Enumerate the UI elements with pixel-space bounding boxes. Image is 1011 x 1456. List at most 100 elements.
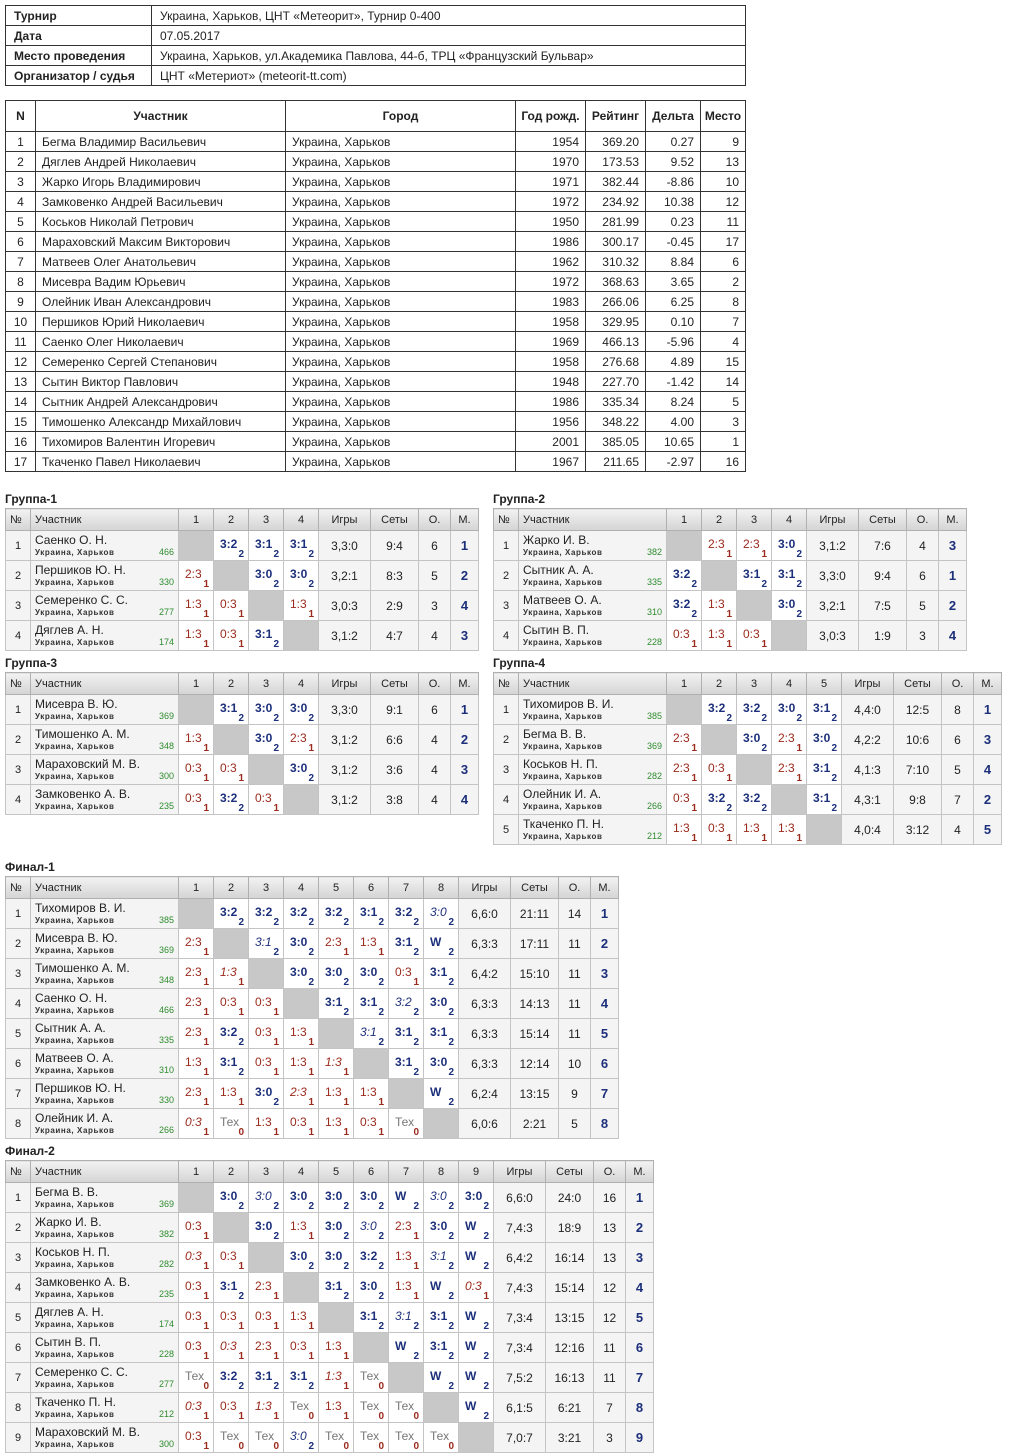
participant-cell: 1954: [515, 131, 586, 152]
match-points: 1: [378, 1127, 384, 1138]
match-points: 1: [726, 833, 732, 844]
match-score: 3:2: [743, 791, 761, 805]
header-opponent: 3: [736, 508, 772, 531]
match-result: 3:2 2: [388, 898, 424, 929]
match-result: 3:0 2: [283, 560, 319, 591]
match-score: 1:3: [325, 1055, 342, 1069]
participant-cell: Украина, Харьков: [285, 331, 516, 352]
match-result: 1:3 1: [701, 590, 737, 621]
match-points: 1: [203, 977, 209, 988]
match-score: 0:3: [673, 627, 690, 641]
match-points: 0: [343, 1441, 349, 1452]
match-result: 2:3 1: [178, 928, 214, 959]
player-row: 1 Бегма В. В. Украина, Харьков 369 3:0 2 3:0 2 3…: [5, 1182, 654, 1213]
match-points: 2: [413, 1321, 419, 1332]
match-score: 1:3: [325, 1115, 342, 1129]
player-games: 3,2:1: [318, 560, 371, 591]
player-row: 3 Коськов Н. П. Украина, Харьков 282 0:3 1 0:3…: [5, 1242, 654, 1273]
player-sets: 10:6: [893, 724, 942, 755]
player-sets: 3:12: [893, 814, 942, 845]
match-points: 0: [378, 1411, 384, 1422]
match-score: 1:3: [360, 1085, 377, 1099]
player-number: 3: [5, 754, 31, 785]
match-result: 3:2 2: [213, 530, 249, 561]
participant-cell: 3: [700, 411, 746, 432]
player-row: 1 Тихомиров В. И. Украина, Харьков 385 3:2 2 3…: [493, 694, 1002, 725]
match-score: 0:3: [185, 1115, 202, 1129]
match-points: 1: [691, 773, 697, 784]
match-score: 0:3: [255, 1025, 272, 1039]
player-number: 4: [493, 620, 519, 651]
match-points: 1: [308, 1351, 314, 1362]
match-result: 3:1 2: [353, 898, 389, 929]
player-points: 3: [593, 1422, 626, 1453]
player-rating: 300: [158, 1439, 174, 1449]
match-score: 3:1: [813, 761, 831, 775]
match-result: 3:2 2: [318, 898, 354, 929]
match-score: 3:1: [255, 1369, 273, 1383]
match-score: 3:1: [220, 1055, 238, 1069]
match-score: 3:2: [220, 1369, 238, 1383]
match-result: 0:3 1: [353, 1108, 389, 1139]
match-result: 0:3 1: [736, 620, 772, 651]
participant-cell: 8.84: [645, 251, 701, 272]
match-result: Тех 0: [213, 1108, 249, 1139]
match-result: 2:3 1: [248, 1272, 284, 1303]
participants-header: Рейтинг: [585, 100, 646, 132]
match-score: 0:3: [708, 821, 725, 835]
player-number: 2: [5, 928, 31, 959]
player-cell: Матвеев О. А. Украина, Харьков 310: [518, 590, 667, 621]
match-result: 3:0 2: [283, 694, 319, 725]
diagonal-cell: [318, 1302, 354, 1333]
participant-cell: 3: [5, 171, 36, 192]
match-points: 2: [343, 1291, 349, 1302]
participant-row: 14 Сытник Андрей Александрович Украина, Ха…: [5, 391, 746, 412]
match-points: 1: [413, 977, 419, 988]
player-place: 1: [590, 898, 619, 929]
player-sets: 9:8: [893, 784, 942, 815]
player-games: 7,3:4: [493, 1332, 546, 1363]
match-result: 3:0 2: [458, 1182, 494, 1213]
match-points: 0: [238, 1127, 244, 1138]
player-place: 1: [450, 530, 479, 561]
participant-row: 9 Олейник Иван Александрович Украина, Харь…: [5, 291, 746, 312]
player-city: Украина, Харьков: [35, 946, 115, 955]
participant-cell: Першиков Юрий Николаевич: [35, 311, 286, 332]
match-result: 0:3 1: [178, 1242, 214, 1273]
header-games: Игры: [806, 508, 859, 531]
match-points: 2: [691, 579, 697, 590]
diagonal-cell: [666, 530, 702, 561]
participant-cell: 1967: [515, 451, 586, 472]
match-score: 3:0: [290, 701, 308, 715]
player-number: 8: [5, 1392, 31, 1423]
player-row: 4 Олейник И. А. Украина, Харьков 266 0:3 1 3:2…: [493, 784, 1002, 815]
match-result: 0:3 1: [178, 1422, 214, 1453]
match-points: 1: [726, 639, 732, 650]
player-cell: Семеренко С. С. Украина, Харьков 277: [30, 590, 179, 621]
match-score: 1:3: [778, 821, 795, 835]
participant-cell: 9: [700, 131, 746, 152]
match-result: 0:3 1: [701, 814, 737, 845]
match-score: 3:0: [743, 731, 761, 745]
match-score: 3:0: [430, 905, 447, 919]
player-points: 11: [558, 928, 591, 959]
player-sets: 7:6: [858, 530, 907, 561]
match-result: Тех 0: [353, 1392, 389, 1423]
player-row: 6 Матвеев О. А. Украина, Харьков 310 1:3 1 3:1…: [5, 1048, 619, 1079]
participant-cell: 1986: [515, 231, 586, 252]
match-score: 2:3: [185, 1085, 202, 1099]
match-points: 2: [831, 803, 837, 814]
participant-cell: 16: [700, 451, 746, 472]
match-score: 3:1: [360, 1309, 378, 1323]
match-result: 3:2 2: [701, 784, 737, 815]
player-rating: 310: [158, 1065, 174, 1075]
player-row: 2 Першиков Ю. Н. Украина, Харьков 330 2:3 1 3:…: [5, 560, 479, 591]
match-points: 1: [343, 1351, 349, 1362]
player-row: 2 Сытник А. А. Украина, Харьков 335 3:2 2 3:1 2…: [493, 560, 967, 591]
player-cell: Тихомиров В. И. Украина, Харьков 385: [30, 898, 179, 929]
player-row: 8 Олейник И. А. Украина, Харьков 266 0:3 1 Тех…: [5, 1108, 619, 1139]
match-points: 0: [273, 1441, 279, 1452]
player-name: Ткаченко П. Н.: [35, 1395, 116, 1409]
match-result: 0:3 1: [248, 784, 284, 815]
